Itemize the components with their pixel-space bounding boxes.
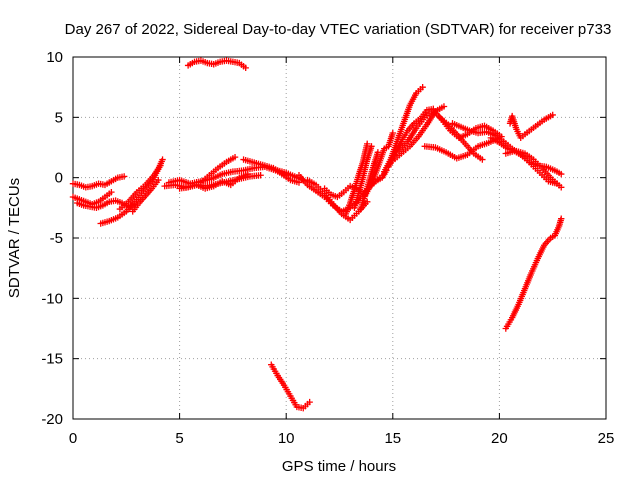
data-point [295,179,303,186]
x-tick-label: 0 [69,430,77,447]
series-arc-31 [184,57,249,72]
series-arc-09 [176,170,252,192]
series-arc-11 [240,156,307,184]
y-tick-label: -20 [41,411,63,428]
data-point [364,198,371,205]
data-point [368,143,375,150]
chart-title: Day 267 of 2022, Sidereal Day-to-day VTE… [65,21,612,38]
data-point [558,184,565,191]
y-tick-label: -10 [41,290,63,307]
y-tick-label: 10 [46,49,63,66]
data-point [159,156,166,163]
series-arc-30 [506,111,556,142]
x-tick-label: 5 [175,430,183,447]
series-arc-10 [197,153,239,186]
plot-frame [72,56,607,420]
grid-lines [73,57,606,419]
data-points [69,57,565,412]
series-arc-23 [389,103,448,164]
data-point [155,176,162,184]
data-point [553,180,561,187]
data-point [479,156,486,163]
x-tick-label: 25 [598,430,615,447]
data-point [231,153,239,161]
series-arc-20 [368,129,396,189]
y-axis-label: SDTVAR / TECUs [6,178,23,298]
y-tick-label: -15 [41,351,63,368]
y-tick-label: -5 [50,230,63,247]
data-point [242,64,249,72]
data-point [120,173,128,180]
data-point [389,129,396,137]
series-arc-26 [436,114,486,163]
series-arc-29 [502,147,561,187]
series-arc-04 [97,156,166,227]
y-tick-label: 5 [55,109,63,126]
y-tick-label: 0 [55,170,63,187]
x-tick-label: 20 [491,430,508,447]
data-point [157,162,164,169]
data-point [558,170,565,178]
data-point [558,215,565,222]
axis-ticks: 0 5 10 15 20 25 -20 -15 -10 -5 0 5 10 [41,49,614,447]
series-arc-01 [69,173,128,191]
data-point [549,111,556,119]
data-point [364,140,371,148]
series-arc-21 [381,83,426,175]
series-arc-05 [116,162,164,213]
data-point [419,83,426,91]
data-point [108,188,115,196]
x-tick-label: 10 [278,430,295,447]
x-tick-label: 15 [384,430,401,447]
x-axis-label: GPS time / hours [282,458,396,475]
series-arc-32 [502,215,565,332]
data-point [257,172,264,179]
data-point [244,170,252,178]
data-point [306,398,313,406]
series-arc-17 [351,143,375,212]
data-point [440,103,448,110]
series-arc-33 [268,361,313,412]
series-arc-12 [270,164,303,186]
series-arc-06 [129,176,162,215]
